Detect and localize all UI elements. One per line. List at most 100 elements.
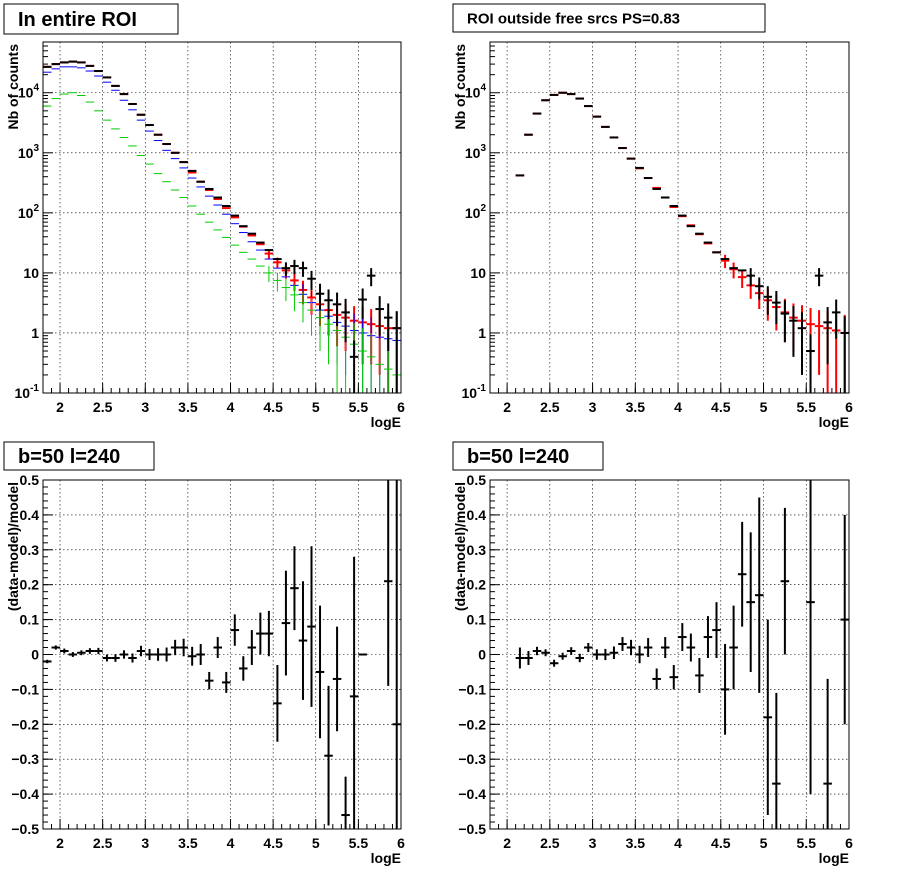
y-tick-label: −0.1 [458,681,486,697]
x-tick-label: 5.5 [797,399,817,415]
y-tick-label: −0.5 [458,821,486,837]
x-tick-label: 4 [227,399,235,415]
x-tick-label: 4.5 [263,835,283,851]
x-tick-label: 3 [589,399,597,415]
chart-title: b=50 l=240 [18,446,120,468]
x-tick-label: 2 [503,835,511,851]
y-axis-label: Nb of counts [5,44,21,130]
chart-panel-2: 2 2.5 3 3.5 4 4.5 5 5.5 610-1110102103104logENb … [452,3,853,430]
x-tick-label: 5.5 [349,835,369,851]
y-tick-label: 0.5 [20,472,40,488]
x-tick-label: 5 [760,835,768,851]
x-tick-label: 5 [312,835,320,851]
x-tick-label: 2 [503,399,511,415]
title-box [452,3,766,33]
y-tick-label: 102 [18,203,40,221]
x-tick-label: 4 [227,835,235,851]
y-tick-label: 0.2 [20,577,40,593]
plot-area [43,42,401,393]
y-tick-label: 0.2 [467,577,487,593]
y-tick-label: 104 [465,83,487,101]
x-tick-label: 5 [760,399,768,415]
y-axis-label: (data-model)/model [452,482,468,611]
y-tick-label: 0.5 [467,472,487,488]
data-series-1 [43,480,401,829]
x-tick-label: 6 [845,835,853,851]
x-tick-label: 3 [141,835,149,851]
data-series-2 [515,91,849,393]
y-tick-label: −0.5 [11,821,39,837]
y-tick-base: 10 [15,385,31,401]
y-tick-exponent: 3 [480,143,486,154]
x-tick-label: 5.5 [797,835,817,851]
x-tick-label: 4 [674,835,682,851]
y-tick-base: 10 [18,85,34,101]
x-tick-label: 4.5 [263,399,283,415]
plot-area [490,480,849,829]
y-tick-label: 103 [18,143,40,161]
y-tick-base: 10 [18,145,34,161]
x-tick-label: 5 [312,399,320,415]
y-tick-exponent: 3 [33,143,39,154]
y-tick-label: 0.3 [20,542,40,558]
y-tick-label: −0.4 [458,786,486,802]
x-tick-label: 3 [589,835,597,851]
x-tick-label: 2 [56,835,64,851]
y-tick-label: 0.1 [467,612,487,628]
y-tick-label: 10-1 [462,383,487,401]
y-tick-label: −0.4 [11,786,39,802]
plot-area [490,42,849,393]
x-tick-label: 5.5 [349,399,369,415]
y-tick-label: 0.4 [20,507,40,523]
x-tick-label: 3.5 [626,399,646,415]
title-box [452,441,604,471]
plot-area [43,480,401,829]
x-tick-label: 6 [397,835,405,851]
y-tick-exponent: 2 [33,203,39,214]
data-series-1 [515,480,849,829]
chart-panel-4: 2 2.5 3 3.5 4 4.5 5 5.5 6 −0.5 −0.4 −0.3 −0.2 −0.1 0 0.… [452,441,853,866]
x-axis-label: logE [819,414,849,430]
x-tick-label: 6 [397,399,405,415]
y-tick-label: 0.4 [467,507,487,523]
y-tick-label: 10 [470,265,486,281]
x-axis-label: logE [371,850,401,866]
x-tick-label: 3.5 [626,835,646,851]
chart-panel-1: 2 2.5 3 3.5 4 4.5 5 5.5 610-1110102103104logENb … [3,3,405,430]
title-box [3,441,155,471]
y-tick-label: 1 [31,325,39,341]
x-tick-label: 2 [56,399,64,415]
y-tick-label: 0 [478,647,486,663]
chart-panel-3: 2 2.5 3 3.5 4 4.5 5 5.5 6 −0.5 −0.4 −0.3 −0.2 −0.1 0 0.… [3,441,405,866]
y-tick-base: 10 [18,205,34,221]
x-tick-label: 3 [141,399,149,415]
y-tick-label: −0.3 [458,751,486,767]
y-tick-exponent: 2 [480,203,486,214]
x-tick-label: 2.5 [540,399,560,415]
y-tick-label: 104 [18,83,40,101]
y-tick-base: 10 [462,385,478,401]
chart-title: ROI outside free srcs PS=0.83 [467,10,680,27]
x-axis-label: logE [819,850,849,866]
y-tick-label: 102 [465,203,487,221]
y-tick-exponent: 4 [480,83,486,94]
y-tick-base: 10 [465,145,481,161]
y-axis-label: Nb of counts [452,44,468,130]
y-tick-base: 10 [465,85,481,101]
y-tick-label: 10 [23,265,39,281]
y-tick-label: −0.2 [458,716,486,732]
x-tick-label: 6 [845,399,853,415]
y-tick-label: 0.1 [20,612,40,628]
plot-frame [42,479,402,830]
x-tick-label: 3.5 [178,835,198,851]
y-axis-label: (data-model)/model [5,482,21,611]
x-tick-label: 4.5 [711,835,731,851]
data-series-4 [43,60,401,393]
chart-title: b=50 l=240 [467,446,569,468]
y-tick-label: 1 [478,325,486,341]
x-tick-label: 3.5 [178,399,198,415]
x-tick-label: 2.5 [93,835,113,851]
y-tick-exponent: 4 [33,83,39,94]
title-box [3,3,179,35]
